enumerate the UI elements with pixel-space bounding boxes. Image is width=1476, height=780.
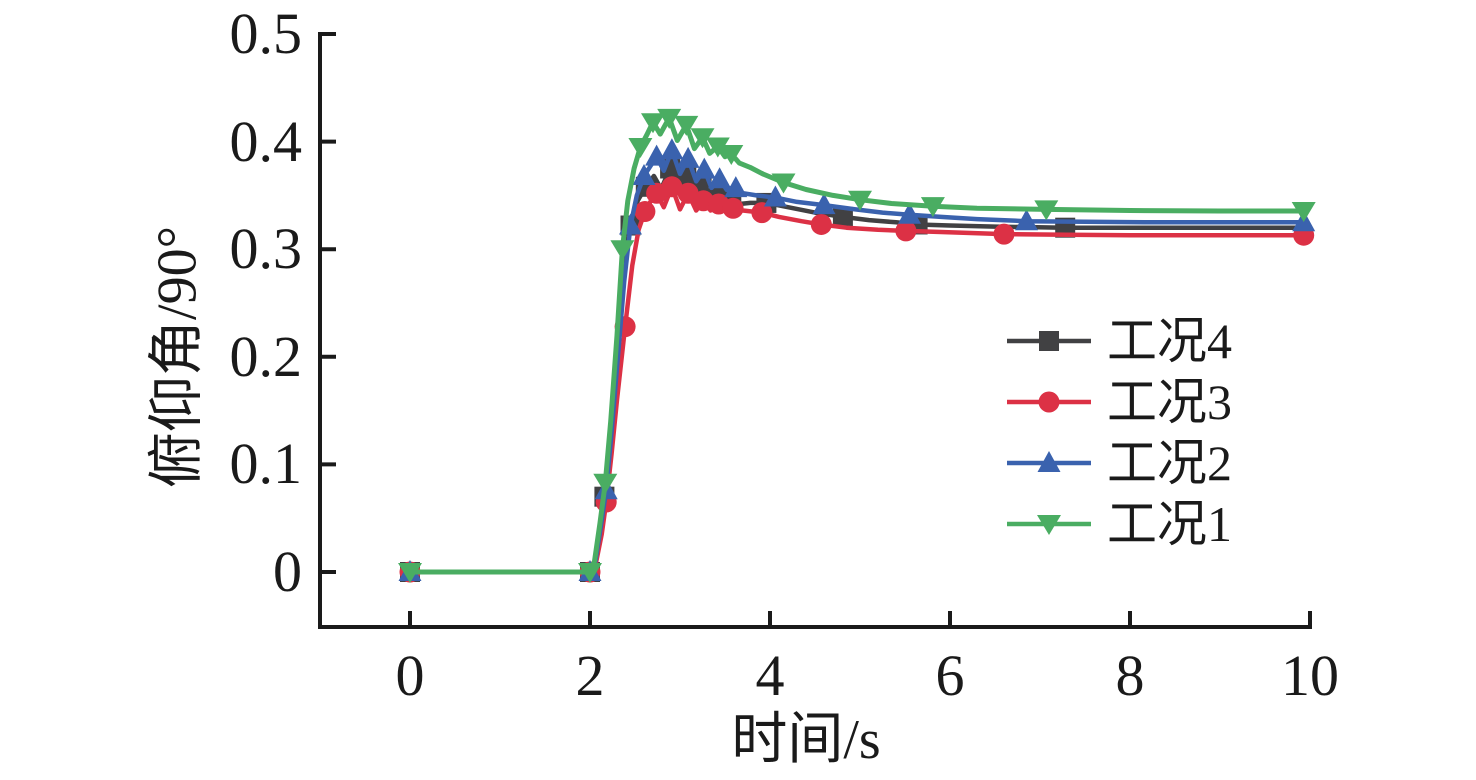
circle-marker: [895, 220, 917, 242]
legend-circle-marker-icon: [1007, 391, 1091, 412]
legend-item-label: 工况2: [1107, 434, 1232, 491]
circle-marker: [661, 176, 683, 198]
triangle-down-marker: [705, 137, 730, 158]
triangle-down-marker: [719, 144, 744, 165]
triangle-down-marker: [657, 108, 682, 129]
legend-triangle-down-marker-icon: [1007, 514, 1091, 535]
triangle-up-marker: [660, 138, 684, 160]
triangle-up-marker: [645, 144, 669, 166]
x-tick-label: 10: [1281, 643, 1339, 708]
triangle-down-marker: [848, 190, 872, 211]
triangle-down-marker: [628, 137, 653, 158]
triangle-up-marker: [692, 157, 716, 179]
axes: [318, 32, 1312, 629]
circle-marker: [722, 197, 744, 219]
triangle-down-marker: [674, 115, 699, 136]
triangle-down-marker: [1291, 202, 1316, 223]
x-tick-label: 8: [1115, 643, 1145, 708]
legend-item-label: 工况3: [1107, 373, 1232, 430]
triangle-down-marker: [641, 113, 665, 134]
legend-item-label: 工况1: [1107, 495, 1232, 552]
legend-item-condition-1: 工况1: [1005, 493, 1232, 554]
triangle-up-marker: [1015, 209, 1038, 231]
triangle-down-marker: [920, 197, 945, 218]
triangle-down-marker: [610, 240, 635, 261]
x-tick-label: 4: [755, 643, 785, 708]
circle-marker: [751, 202, 773, 224]
legend-square-marker-icon: [1007, 330, 1091, 351]
legend-item-condition-2: 工况2: [1005, 432, 1232, 493]
triangle-up-marker: [763, 185, 787, 207]
series-工况1: [398, 108, 1316, 583]
legend-item-label: 工况4: [1107, 312, 1232, 369]
triangle-up-marker: [632, 164, 656, 186]
legend-item-condition-3: 工况3: [1005, 371, 1232, 432]
y-tick-label: 0.3: [229, 216, 303, 282]
legend-triangle-up-marker-icon: [1007, 450, 1091, 472]
triangle-up-marker: [812, 193, 836, 215]
x-axis-title: 时间/s: [731, 709, 881, 771]
y-tick-label: 0.1: [229, 431, 303, 497]
triangle-down-marker: [578, 563, 602, 583]
triangle-up-marker: [676, 146, 700, 168]
square-marker: [832, 206, 853, 227]
circle-marker: [634, 201, 656, 223]
triangle-down-marker: [398, 563, 422, 583]
circle-marker: [993, 223, 1015, 245]
triangle-up-marker: [708, 167, 732, 189]
y-tick-label: 0: [273, 539, 302, 604]
y-tick-label: 0.2: [229, 323, 303, 389]
triangle-down-marker: [771, 173, 796, 194]
y-tick-label: 0.4: [229, 108, 303, 174]
triangle-up-marker: [898, 202, 921, 224]
triangle-down-marker: [690, 128, 715, 149]
legend-item-condition-4: 工况4: [1005, 310, 1232, 371]
triangle-up-marker: [724, 176, 748, 198]
x-tick-label: 6: [935, 643, 965, 708]
x-tick-label: 2: [575, 643, 605, 708]
legend: 工况4 工况3 工况2 工况1: [1005, 310, 1232, 554]
circle-marker: [810, 213, 832, 235]
triangle-down-marker: [593, 473, 618, 494]
y-tick-label: 0.5: [229, 1, 303, 66]
triangle-down-marker: [1034, 200, 1059, 221]
x-tick-label: 0: [395, 643, 425, 708]
